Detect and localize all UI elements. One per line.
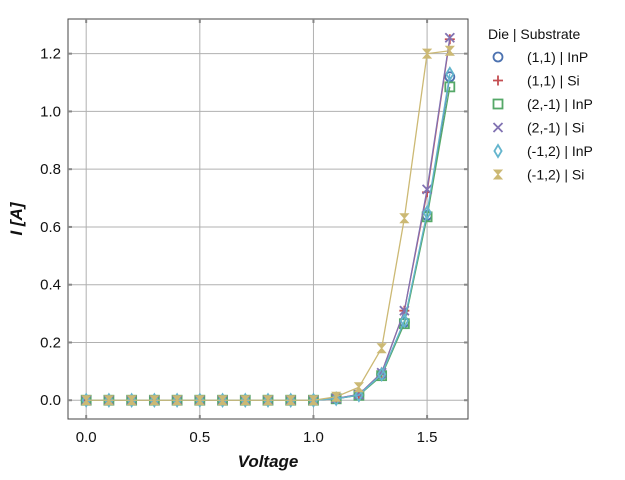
series-0 [80, 71, 456, 406]
legend-label: (1,1) | InP [527, 49, 588, 65]
data-point [376, 366, 387, 382]
data-point [376, 343, 387, 354]
series-line [86, 86, 451, 401]
data-point [171, 395, 183, 406]
y-tick-label: 1.0 [40, 103, 61, 120]
legend-marker [492, 98, 504, 110]
x-tick-label: 1.0 [303, 429, 324, 446]
y-tick-label: 0.0 [40, 392, 61, 409]
legend-marker [493, 75, 503, 86]
legend-item: (2,-1) | Si [492, 120, 584, 136]
legend-marker [492, 51, 504, 63]
legend-marker [492, 122, 504, 133]
x-tick-label: 0.0 [76, 429, 97, 446]
data-point [103, 395, 115, 406]
legend-item: (2,-1) | InP [492, 96, 593, 112]
legend-label: (2,-1) | InP [527, 96, 593, 112]
x-tick-label: 0.5 [189, 429, 210, 446]
data-point [444, 32, 455, 43]
data-point [445, 66, 455, 82]
x-tick-labels: 0.0 0.5 1.0 1.5 [76, 429, 438, 446]
plot-frame [67, 18, 469, 420]
data-point [217, 395, 228, 406]
legend: Die | Substrate (1,1) | InP (1,1) | Si (2,… [488, 26, 593, 183]
data-point [421, 48, 433, 59]
data-point [81, 395, 92, 406]
data-point [194, 395, 205, 406]
data-point [353, 382, 365, 393]
data-point [399, 213, 410, 224]
y-tick-labels: 0.0 0.2 0.4 0.6 0.8 1.0 1.2 [40, 46, 61, 410]
data-point [149, 395, 160, 406]
data-point [331, 391, 342, 402]
series-layer [80, 32, 456, 408]
tick-marks [68, 19, 468, 419]
legend-items: (1,1) | InP (1,1) | Si (2,-1) | InP (2,-1) … [492, 49, 593, 183]
legend-item: (1,1) | InP [492, 49, 588, 65]
series-line [86, 73, 451, 401]
y-tick-label: 0.4 [40, 277, 61, 294]
legend-label: (-1,2) | Si [527, 167, 584, 183]
legend-item: (-1,2) | InP [493, 143, 593, 159]
x-tick-label: 1.5 [417, 429, 438, 446]
series-3 [81, 32, 455, 406]
series-1 [81, 34, 455, 406]
series-line [86, 76, 451, 401]
data-point [422, 204, 432, 221]
legend-label: (-1,2) | InP [527, 143, 593, 159]
legend-item: (-1,2) | Si [492, 167, 584, 183]
data-point [308, 395, 319, 406]
data-point [444, 45, 455, 56]
legend-title: Die | Substrate [488, 26, 581, 42]
legend-marker [493, 143, 503, 159]
data-point [126, 395, 137, 406]
series-line [86, 50, 450, 401]
y-tick-label: 0.2 [40, 334, 61, 351]
legend-item: (1,1) | Si [493, 73, 580, 89]
y-tick-label: 0.6 [40, 219, 61, 236]
data-point [285, 395, 296, 406]
data-point [444, 81, 456, 93]
data-point [240, 395, 251, 406]
data-point [399, 313, 410, 329]
legend-label: (1,1) | Si [527, 73, 580, 89]
series-2 [80, 81, 456, 406]
legend-label: (2,-1) | Si [527, 120, 584, 136]
series-5 [81, 45, 455, 406]
y-tick-label: 0.8 [40, 161, 61, 178]
y-axis-label: I [A] [7, 201, 26, 235]
y-tick-label: 1.2 [40, 46, 61, 63]
data-point [262, 395, 274, 406]
grid [68, 19, 468, 419]
x-axis-label: Voltage [238, 452, 299, 471]
data-point [354, 387, 364, 403]
legend-marker [492, 169, 504, 180]
series-4 [81, 66, 455, 408]
